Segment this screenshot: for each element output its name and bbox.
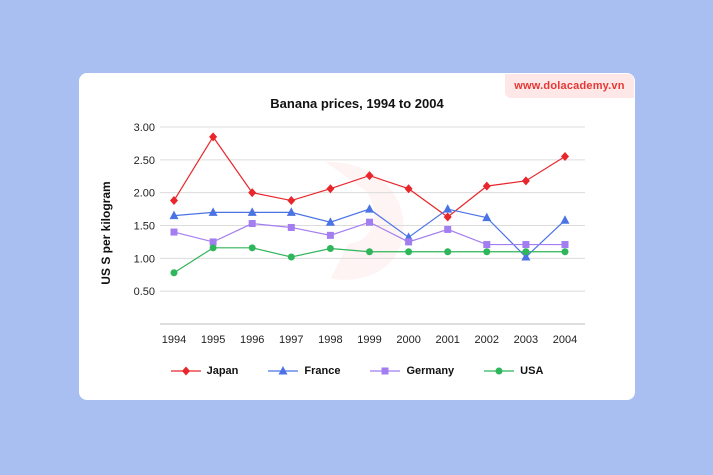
chart-title: Banana prices, 1994 to 2004 [270, 96, 444, 111]
legend-swatch [484, 367, 515, 375]
data-point-germany [366, 218, 373, 226]
x-tick-label: 1998 [318, 334, 342, 346]
legend-swatch [370, 367, 401, 375]
data-point-france [208, 207, 218, 216]
data-point-france [443, 204, 453, 213]
data-point-france [482, 212, 492, 222]
data-point-germany [444, 225, 452, 233]
y-tick-label: 1.00 [134, 253, 155, 265]
data-point-germany [405, 238, 413, 246]
data-point-germany [326, 231, 334, 239]
data-point-usa [483, 248, 491, 256]
data-point-germany [522, 241, 530, 249]
x-tick-label: 2000 [396, 334, 420, 346]
y-tick-label: 0.50 [134, 286, 155, 298]
y-tick-label: 2.50 [134, 155, 155, 167]
x-tick-label: 2002 [475, 334, 499, 346]
data-point-france [169, 210, 179, 220]
data-point-germany [170, 228, 178, 236]
data-point-germany [248, 220, 256, 228]
data-point-germany [561, 241, 569, 249]
data-point-france [286, 207, 296, 216]
data-point-japan [287, 196, 296, 206]
legend-label: France [304, 365, 341, 377]
data-point-japan [209, 132, 218, 142]
data-point-japan [170, 196, 178, 206]
data-point-usa [444, 248, 452, 256]
x-tick-label: 1995 [201, 334, 225, 346]
data-point-usa [209, 244, 217, 252]
x-tick-label: 1997 [279, 334, 303, 346]
data-point-france [247, 207, 257, 216]
legend-item-usa[interactable]: USA [484, 365, 543, 377]
brand-badge[interactable]: www.dolacademy.vn [505, 74, 634, 98]
data-point-france [365, 204, 374, 213]
data-point-germany [209, 238, 217, 246]
legend-swatch [170, 366, 201, 376]
data-point-japan [326, 184, 335, 194]
y-tick-label: 2.00 [134, 188, 155, 200]
data-point-japan [404, 184, 413, 194]
data-point-usa [170, 269, 178, 277]
data-point-usa [522, 248, 530, 256]
data-point-usa [561, 248, 569, 256]
legend-swatch [268, 366, 299, 375]
legend-item-france[interactable]: France [268, 365, 340, 377]
x-tick-label: 2003 [514, 334, 538, 346]
data-point-japan [443, 212, 452, 222]
data-point-japan [482, 181, 491, 191]
data-point-germany [483, 241, 491, 249]
data-point-usa [248, 244, 256, 252]
data-point-usa [287, 253, 295, 261]
watermark-logo [325, 161, 404, 280]
x-tick-label: 2001 [435, 334, 459, 346]
y-tick-label: 1.50 [134, 221, 155, 233]
data-point-japan [365, 171, 374, 181]
legend-label: Germany [406, 365, 455, 377]
data-point-japan [561, 152, 569, 162]
x-tick-label: 1996 [240, 334, 264, 346]
data-point-france [560, 215, 570, 224]
x-tick-label: 1994 [162, 334, 186, 346]
data-point-france [325, 217, 335, 226]
data-point-usa [366, 248, 373, 256]
x-tick-label: 1999 [357, 334, 381, 346]
data-point-france [521, 252, 531, 261]
data-point-japan [248, 188, 257, 198]
chart-legend: Japan France Germany USA [79, 365, 635, 377]
legend-label: USA [520, 365, 544, 377]
data-point-germany [287, 223, 295, 231]
legend-label: Japan [206, 365, 239, 377]
data-point-usa [405, 248, 413, 256]
legend-item-japan[interactable]: Japan [170, 365, 239, 377]
data-point-japan [521, 176, 530, 186]
data-point-usa [326, 244, 334, 252]
legend-item-germany[interactable]: Germany [370, 365, 454, 377]
y-tick-label: 3.00 [134, 122, 155, 134]
x-tick-label: 2004 [553, 334, 577, 346]
